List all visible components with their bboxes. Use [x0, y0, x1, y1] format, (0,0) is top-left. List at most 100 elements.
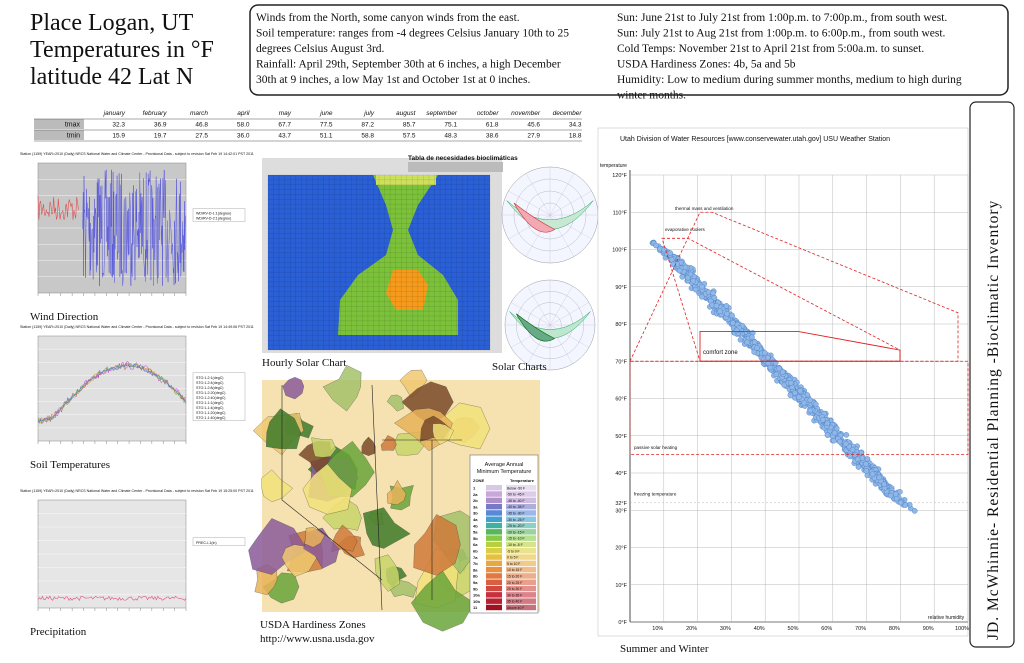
month-header: january — [103, 110, 126, 117]
caption: Soil Temperatures — [30, 459, 110, 471]
zone-swatch — [506, 541, 536, 548]
series-line — [37, 195, 79, 220]
cell: 34.3 — [569, 122, 582, 129]
climate-dot — [849, 446, 856, 453]
climate-dot — [881, 481, 888, 488]
zone-temp: 5 to 10 F — [507, 562, 520, 566]
zone-temp: 25 to 30 F — [507, 587, 522, 591]
legend-entry: STO:1-1:4(degC) — [196, 406, 224, 410]
info-line: degrees Celsius August 3rd. — [256, 43, 385, 55]
info-line: Soil temperature: ranges from -4 degrees… — [256, 28, 569, 40]
month-header: may — [279, 110, 292, 117]
climate-dot — [843, 432, 850, 438]
climate-dot — [820, 417, 826, 423]
info-line: winter months. — [617, 90, 686, 102]
zone-swatch — [506, 548, 536, 554]
climate-dot — [749, 334, 755, 341]
zone-label: 10b — [473, 599, 480, 604]
zone-swatch — [506, 485, 536, 491]
zone-label: 2a — [473, 492, 478, 497]
cell: 32.3 — [112, 122, 125, 129]
zone-swatch — [486, 554, 502, 560]
cell: 58.8 — [361, 133, 374, 140]
temp-label: 40°F — [615, 471, 627, 477]
cell: 38.6 — [486, 133, 499, 140]
zone-swatch — [486, 560, 502, 567]
zone-patch — [361, 436, 376, 456]
humidity-label: 20% — [686, 626, 697, 632]
climate-dot — [699, 283, 705, 290]
zone-swatch — [486, 516, 502, 522]
cell: 87.2 — [361, 122, 374, 129]
zone-temp: -10 to -5 F — [507, 543, 523, 547]
info-line: Humidity: Low to medium during summer mo… — [617, 74, 962, 86]
legend-entry: STO:1-1:1(degC) — [196, 401, 224, 405]
side-box — [969, 101, 1015, 648]
climate-dot — [876, 474, 883, 481]
climate-dot — [744, 339, 751, 346]
zone-temp: 35 to 40 F — [507, 600, 522, 604]
zone-swatch — [506, 491, 536, 497]
climate-dot — [776, 365, 783, 372]
zone-swatch — [506, 566, 536, 573]
zone-patch — [322, 365, 362, 412]
humidity-label: 100% — [955, 626, 969, 632]
sun-zone — [515, 313, 556, 342]
info-box — [249, 4, 1009, 96]
zone-outline — [699, 331, 901, 362]
zone-temp: 10 to 15 F — [507, 568, 522, 572]
info-line: Sun: July 21st to Aug 21st from 1:00p.m.… — [617, 28, 946, 40]
temp-label: 10°F — [615, 583, 627, 589]
series-line — [37, 363, 187, 424]
zone-label: 5a — [473, 530, 478, 535]
zone-label: 7a — [473, 555, 478, 560]
month-header: november — [511, 110, 541, 117]
zone-label: 6b — [473, 549, 478, 554]
zone-swatch — [506, 592, 536, 598]
zone-swatch — [506, 573, 536, 579]
zone-swatch — [506, 529, 536, 535]
zone-swatch — [506, 585, 536, 592]
sun-zone — [513, 202, 556, 233]
zone-swatch — [506, 604, 536, 611]
legend-entry: WDIRV-D-1:1(degree) — [196, 212, 231, 216]
table-header-bg — [30, 107, 582, 117]
zone-label: 8a — [473, 567, 478, 572]
zone-label: 1 — [473, 486, 476, 491]
month-header: october — [477, 110, 500, 117]
climate-dot — [682, 264, 689, 271]
zone-swatch — [486, 485, 502, 491]
legend-title: Minimum Temperature — [477, 469, 532, 475]
hot-zone — [386, 270, 428, 310]
climate-dot — [710, 290, 716, 296]
climate-dot — [717, 308, 723, 315]
month-header: december — [553, 110, 583, 117]
temp-label: 100°F — [612, 248, 627, 254]
zone-swatch — [486, 573, 502, 579]
side-title: JD. McWhinnie- Residential Planning -Bio… — [985, 200, 1002, 640]
zone-swatch — [506, 510, 536, 516]
spoke — [510, 302, 551, 326]
zone-label: thermal mass and ventilation — [675, 206, 734, 211]
spoke — [525, 173, 551, 216]
info-line: Sun: June 21st to July 21st from 1:00p.m… — [617, 12, 947, 24]
zone-patch — [281, 544, 318, 577]
climate-dot — [751, 339, 758, 345]
climate-dot — [897, 488, 903, 495]
axis-label: temperature — [600, 163, 627, 169]
cell: 77.5 — [320, 122, 333, 129]
spoke — [549, 173, 575, 216]
zone-label: comfort zone — [703, 350, 738, 356]
zone-label: 11 — [473, 605, 478, 610]
climate-dot — [653, 242, 659, 249]
month-header: april — [237, 110, 250, 117]
climate-dot — [685, 274, 691, 281]
cell: 36.0 — [237, 133, 250, 140]
legend-box — [192, 537, 246, 546]
zone-swatch — [506, 560, 536, 567]
temp-label: 80°F — [615, 322, 627, 328]
cell: 75.1 — [444, 122, 457, 129]
legend-entry: STO:1-2:40(degC) — [196, 396, 226, 400]
cell: 61.8 — [486, 122, 499, 129]
cell: 27.5 — [195, 133, 208, 140]
